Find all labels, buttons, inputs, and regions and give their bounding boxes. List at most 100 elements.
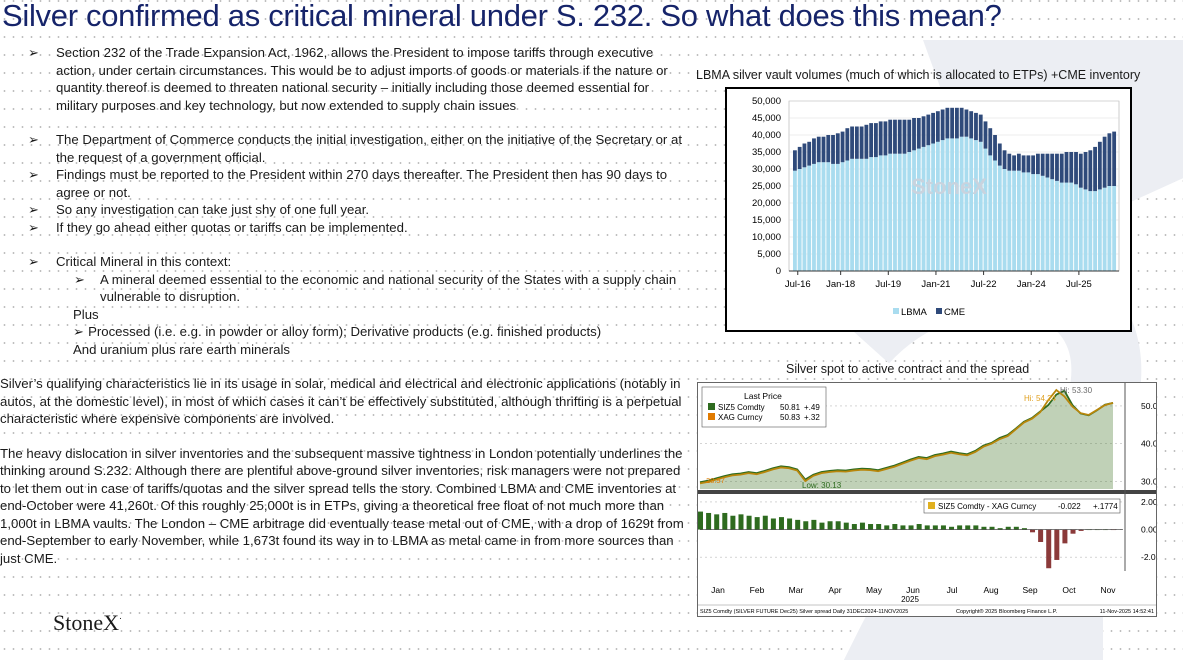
spread-bar [1070,529,1076,534]
lbma-bar [988,155,993,271]
cme-bar [916,118,921,149]
spread-bar [1030,529,1036,533]
cme-bar [1088,150,1093,192]
x-tick-label: Apr [828,585,841,595]
legend-series-name: SIZ5 Comdty [718,403,765,412]
siz5-line [699,389,1114,484]
chart-watermark: StoneX [911,174,987,199]
lbma-bar [978,141,983,271]
cme-bar [945,107,950,139]
annotation-left-value: 28.97 [706,476,725,485]
cme-bar [921,116,926,147]
cme-bar [1059,153,1064,183]
cme-bar [797,146,802,169]
lbma-bar [950,138,955,271]
arrow-bullet-icon: ➢ [28,202,40,217]
spread-bar [698,511,703,530]
lbma-bar [1045,177,1050,271]
cme-bar [1007,153,1012,171]
cme-bar [874,123,878,158]
lbma-bar [916,148,921,271]
lbma-bar [812,163,816,271]
cme-bar [955,107,959,139]
silver-spread-chart: 50.00 40.00 30.00 2.00 0.00 -2.00 Last Price SI… [697,382,1163,617]
footer-left: SIZ5 Comdty (SILVER FUTURE Dec25) Silver… [700,609,908,615]
lbma-bar [797,169,802,271]
lbma-cme-chart: 0 5,000 10,000 15,000 20,000 25,000 30,000 35,0… [725,87,1132,332]
paragraph: Silver’s qualifying characteristics lie … [0,376,682,426]
bullet-text: And uranium plus rare earth minerals [73,341,290,357]
cme-bar [1050,153,1055,180]
lbma-bar [945,138,950,271]
bullet-item: ➢ Findings must be reported to the Presid… [0,166,690,201]
lbma-bar [1050,179,1055,271]
lbma-bar [883,155,888,271]
lbma-bar [854,158,859,271]
annotation-low: Low: 30.13 [802,481,842,490]
lbma-bar [874,157,878,271]
lbma-bar [921,146,926,271]
spread-legend-last: -0.022 [1058,502,1081,511]
lbma-bar [940,140,945,271]
bullet-item: ➢ The Department of Commerce conducts the… [0,131,690,166]
y-tick-label: 20,000 [752,198,781,209]
lbma-bar [1069,182,1074,271]
lbma-bar [983,148,988,271]
y-tick-label: 40,000 [752,130,781,141]
cme-bar [821,136,826,163]
x-tick-label: Jul-25 [1066,279,1092,290]
spread-legend-name: SIZ5 Comdty - XAG Curncy [938,502,1036,511]
lbma-bar [902,153,907,271]
x-tick-label: Aug [983,585,998,595]
arrow-bullet-icon: ➢ [28,219,40,235]
legend-change: +.49 [804,403,820,412]
lbma-bar [888,153,893,271]
spread-bar [778,517,784,530]
cme-bar [1112,131,1117,186]
spread-bar [746,515,752,530]
bullet-text: If they go ahead either quotas or tariff… [56,219,408,235]
annotation-high2: Hi: 54.24 [1024,394,1057,403]
y-tick-label: 0 [776,266,781,277]
bullet-text: Processed (i.e. e.g. in powder or alloy … [88,324,602,339]
cme-bar [859,126,864,159]
lbma-bar [831,163,835,271]
x-tick-label: Jan [711,585,725,595]
cme-bar [1069,152,1074,183]
spread-bar [1078,529,1084,531]
cme-bar [864,124,869,159]
x-tick-label: Jul [947,585,958,595]
cme-bar [926,114,931,146]
cme-bar [997,143,1002,166]
body-text: ➢ Section 232 of the Trade Expansion Act,… [0,44,690,584]
arrow-bullet-icon: ➢ [28,45,40,60]
page-title: Silver confirmed as critical mineral und… [2,0,1002,33]
spacer [0,236,690,253]
cme-bar [1026,155,1031,173]
spread-legend-box [923,498,1121,514]
cme-bar [907,119,912,152]
lbma-bar [993,160,997,271]
cme-bar [869,123,874,158]
paragraphs: Silver’s qualifying characteristics lie … [0,375,690,567]
bullet-item: ➢ Section 232 of the Trade Expansion Act,… [0,44,690,114]
spread-bar [876,524,882,530]
lbma-bar [1088,191,1093,271]
lbma-bar [1016,170,1021,271]
lbma-bar [907,152,912,271]
x-tick-label: Jan-21 [921,279,950,290]
spread-bar [730,515,736,530]
spread-bar [722,512,728,530]
stonex-logo: StoneX· [53,610,122,635]
cme-bar [1074,152,1078,185]
y-tick-label: 5,000 [757,249,781,260]
cme-bar [1055,153,1059,181]
spread-bar [762,515,768,530]
bullet-text: Section 232 of the Trade Expansion Act, … [56,45,668,113]
legend-label: LBMA [901,307,928,318]
chart1-title: LBMA silver vault volumes (much of which… [696,68,1141,82]
siz5-area [700,390,1113,489]
lbma-bar [1064,182,1069,271]
arrow-bullet-icon: ➢ [73,324,85,339]
cme-bar [940,109,945,141]
